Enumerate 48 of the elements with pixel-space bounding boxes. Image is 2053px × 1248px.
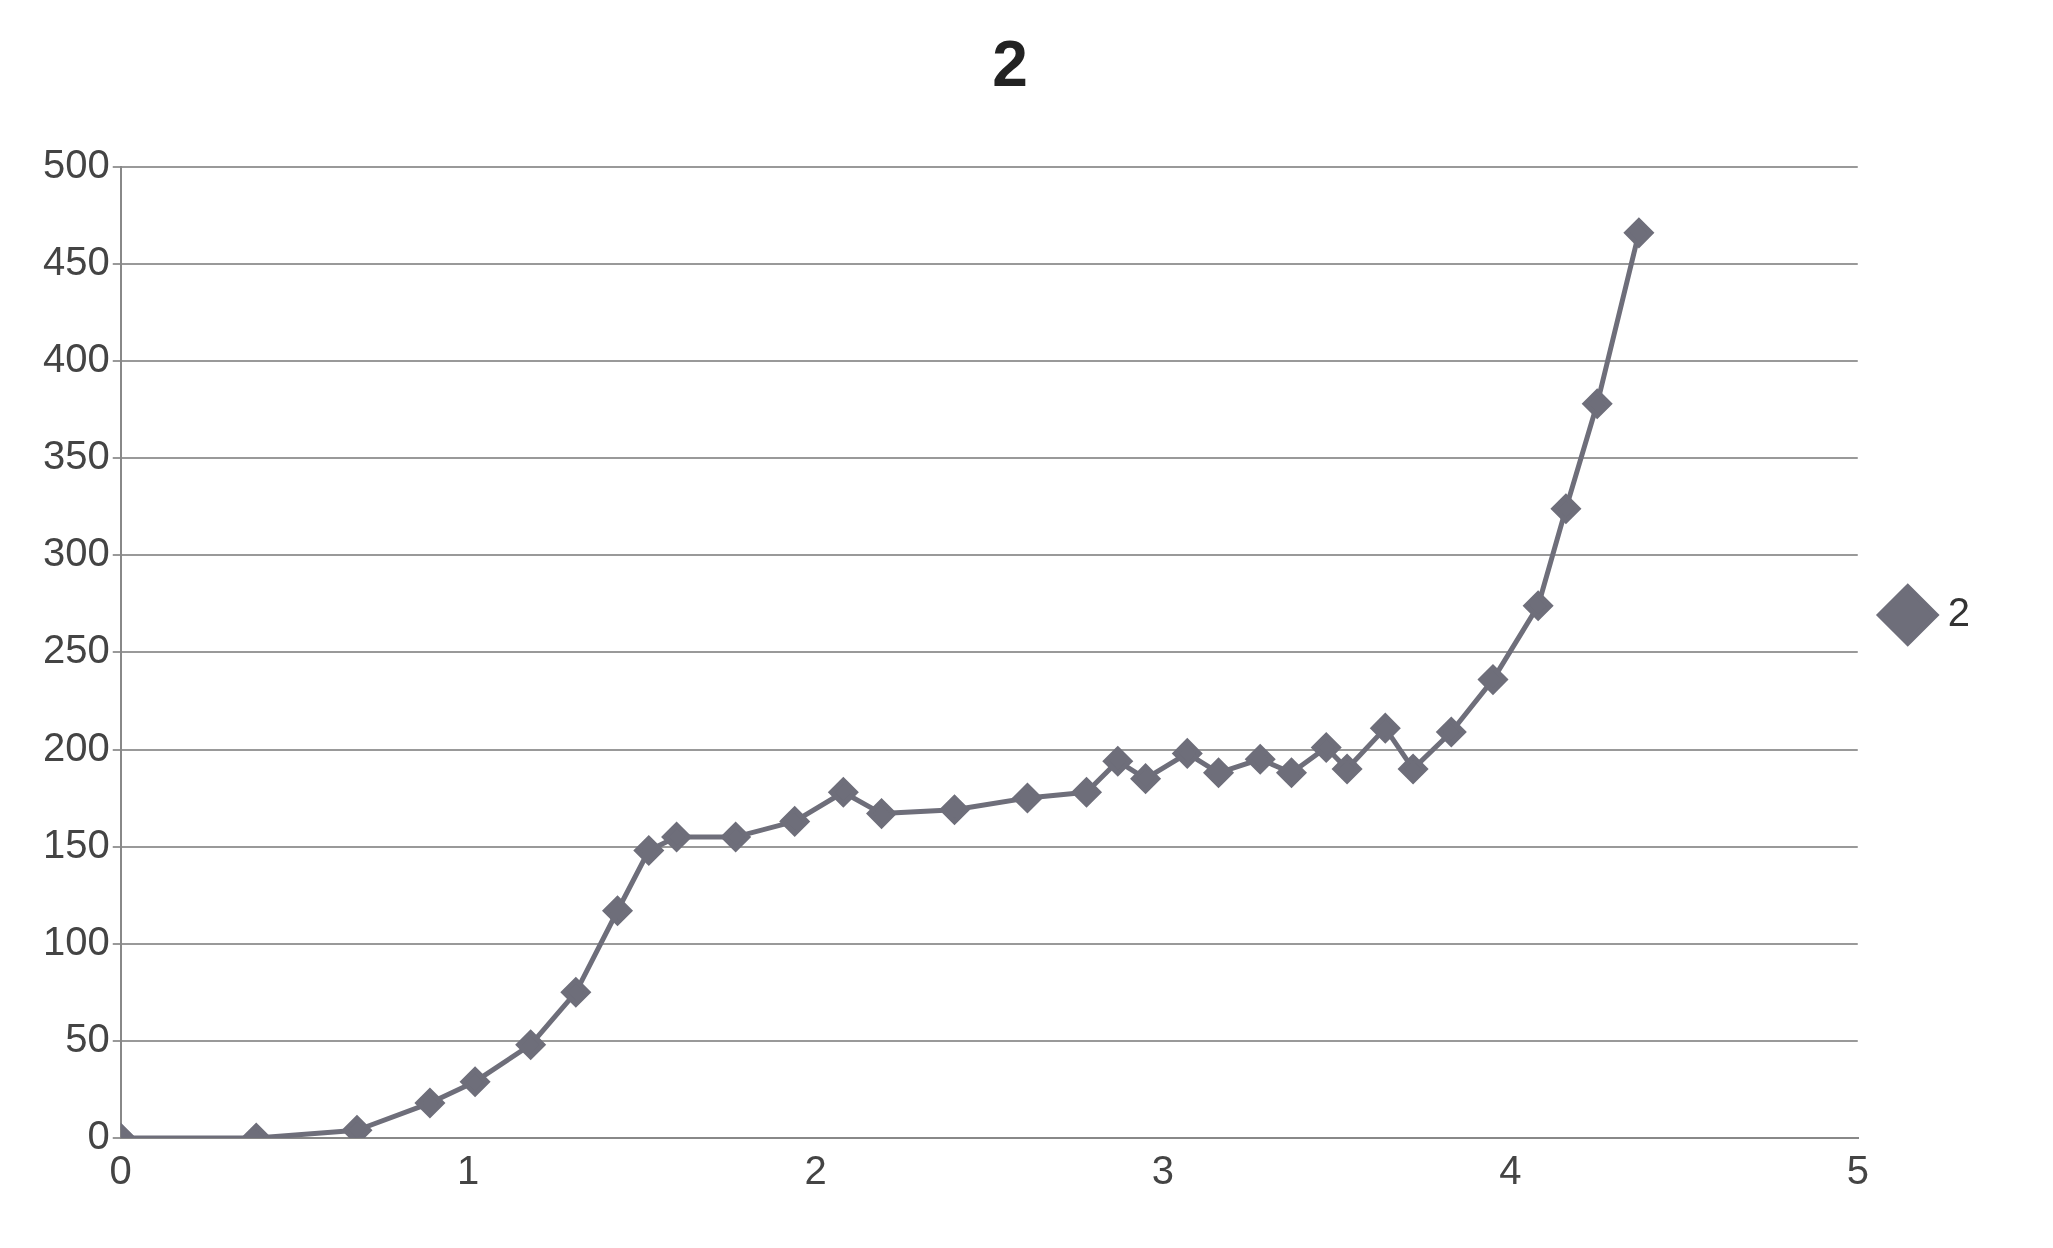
point bbox=[1478, 665, 1508, 695]
y-tick-label: 150 bbox=[42, 821, 110, 866]
point bbox=[1332, 754, 1362, 784]
point bbox=[721, 822, 751, 852]
y-tick-label: 450 bbox=[42, 238, 110, 283]
y-tick-label: 250 bbox=[42, 627, 110, 672]
y-tick-label: 0 bbox=[87, 1113, 110, 1158]
point bbox=[867, 799, 897, 829]
y-tick-label: 200 bbox=[42, 724, 110, 769]
point bbox=[1012, 783, 1042, 813]
point bbox=[516, 1030, 546, 1060]
point bbox=[1172, 738, 1202, 768]
point bbox=[460, 1067, 490, 1097]
x-tick-label: 2 bbox=[804, 1148, 827, 1193]
point bbox=[603, 896, 633, 926]
point bbox=[780, 806, 810, 836]
point bbox=[1523, 591, 1553, 621]
y-tick-label: 400 bbox=[42, 336, 110, 381]
point bbox=[1103, 746, 1133, 776]
point bbox=[940, 795, 970, 825]
point bbox=[1624, 218, 1654, 248]
point bbox=[1551, 494, 1581, 524]
point bbox=[1370, 713, 1400, 743]
point bbox=[1398, 754, 1428, 784]
y-tick-label: 300 bbox=[42, 530, 110, 575]
point bbox=[1311, 733, 1341, 763]
point bbox=[415, 1088, 445, 1118]
y-tick-label: 100 bbox=[42, 918, 110, 963]
point bbox=[1276, 758, 1306, 788]
x-tick-label: 1 bbox=[457, 1148, 480, 1193]
chart-title: 2 bbox=[992, 28, 1028, 101]
point bbox=[561, 977, 591, 1007]
point bbox=[662, 822, 692, 852]
x-tick-label: 4 bbox=[1499, 1148, 1522, 1193]
x-tick-label: 5 bbox=[1846, 1148, 1869, 1193]
y-tick-label: 500 bbox=[42, 141, 110, 186]
point bbox=[828, 777, 858, 807]
x-tick-label: 3 bbox=[1151, 1148, 1175, 1193]
point bbox=[1204, 758, 1234, 788]
y-tick-label: 50 bbox=[65, 1015, 110, 1060]
point bbox=[634, 836, 664, 866]
legend-label: 2 bbox=[1947, 590, 1970, 635]
point bbox=[1131, 764, 1161, 794]
point bbox=[1436, 717, 1466, 747]
y-tick-label: 350 bbox=[42, 433, 110, 478]
point bbox=[1245, 744, 1275, 774]
point bbox=[1072, 777, 1102, 807]
point bbox=[1582, 389, 1612, 419]
